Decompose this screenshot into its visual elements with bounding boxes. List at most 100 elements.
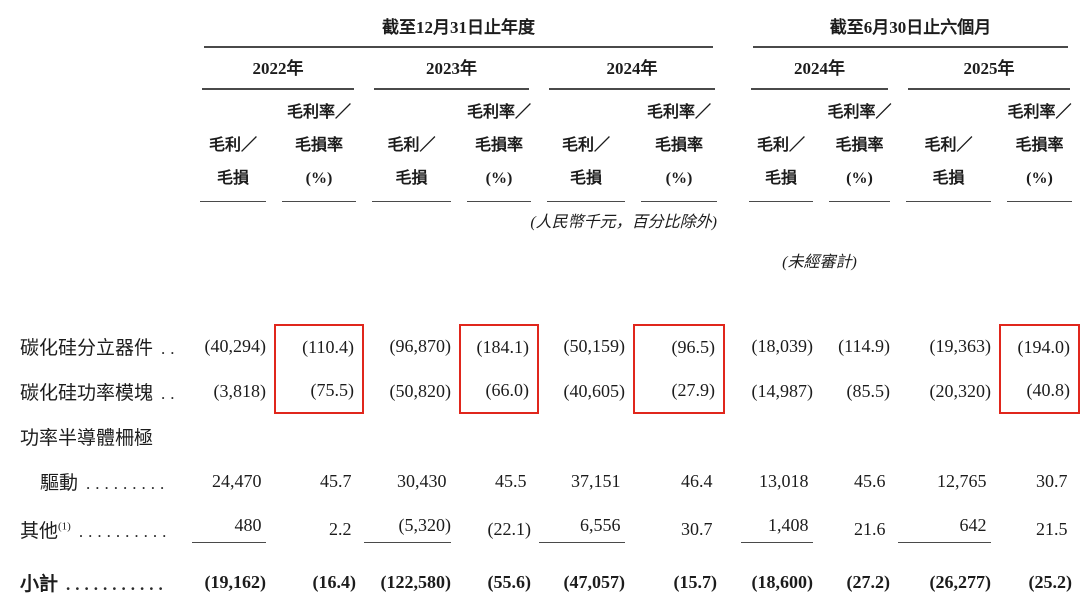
- value-cell: (14,987): [751, 381, 814, 401]
- group-gap: [725, 0, 741, 48]
- value-cell: (18,600): [751, 571, 814, 592]
- percent-cell: 46.4: [681, 471, 717, 491]
- units-note-row: (人民幣千元，百分比除外): [0, 202, 1080, 238]
- percent-cell: (15.7): [673, 571, 718, 592]
- highlighted-percent-cell: (110.4): [274, 324, 364, 369]
- column-underline: [547, 201, 625, 202]
- value-cell: (20,320): [929, 381, 992, 401]
- percent-cell: (25.2): [1028, 571, 1073, 592]
- col-header-percent: 毛利率／ 毛損率 (%): [821, 90, 898, 202]
- percent-cell: (114.9): [838, 336, 890, 356]
- percent-cell: (22.1): [487, 518, 532, 539]
- units-note: (人民幣千元，百分比除外): [530, 214, 717, 231]
- year-2024-interim: 2024年: [741, 48, 898, 90]
- column-underline: [282, 201, 356, 202]
- col-header-value: 毛利／ 毛損: [364, 90, 459, 202]
- highlighted-percent-cell: (75.5): [274, 369, 364, 414]
- table-row-sic-power-modules: 碳化硅功率模塊.. (3,818) (75.5) (50,820) (66.0)…: [0, 369, 1080, 414]
- value-cell: 37,151: [571, 471, 625, 491]
- period-group-header-row: 截至12月31日止年度 截至6月30日止六個月: [0, 0, 1080, 48]
- dot-leader: ..: [161, 339, 180, 358]
- column-underline: [467, 201, 531, 202]
- table-row-others: 其他(1).......... 480 2.2 (5,320) (22.1) 6…: [0, 504, 1080, 554]
- value-cell: 6,556: [539, 504, 633, 554]
- column-underline: [1007, 201, 1072, 202]
- percent-cell: 45.7: [320, 471, 356, 491]
- percent-cell: (55.6): [487, 571, 532, 592]
- col-header-percent: 毛利率／ 毛損率 (%): [274, 90, 364, 202]
- unaudited-note-row: (未經審計): [0, 238, 1080, 282]
- col-header-value: 毛利／ 毛損: [192, 90, 274, 202]
- percent-cell: 30.7: [681, 518, 717, 539]
- value-cell: (50,159): [563, 336, 626, 356]
- dot-leader: ..........: [78, 521, 172, 541]
- column-underline: [372, 201, 451, 202]
- value-cell: 1,408: [741, 504, 821, 554]
- unaudited-note: (未經審計): [782, 254, 857, 271]
- row-label: 其他(1)..........: [20, 520, 172, 542]
- percent-cell: 30.7: [1036, 471, 1072, 491]
- value-cell: 642: [898, 504, 999, 554]
- percent-cell: (27.2): [846, 571, 891, 592]
- footnote-ref: (1): [58, 520, 71, 533]
- highlighted-percent-cell: (96.5): [633, 324, 725, 369]
- row-label: 功率半導體柵極: [20, 428, 154, 449]
- year-header-row: 2022年 2023年 2024年 2024年 2025年: [0, 48, 1080, 90]
- col-header-percent: 毛利率／ 毛損率 (%): [999, 90, 1080, 202]
- col-header-value: 毛利／ 毛損: [539, 90, 633, 202]
- value-cell: (26,277): [929, 571, 992, 592]
- highlighted-percent-cell: (194.0): [999, 324, 1080, 369]
- col-header-percent: 毛利率／ 毛損率 (%): [633, 90, 725, 202]
- value-cell: 13,018: [759, 471, 813, 491]
- row-label: 碳化硅功率模塊..: [20, 383, 180, 404]
- percent-cell: 21.5: [1036, 518, 1072, 539]
- percent-cell: (16.4): [312, 571, 357, 592]
- table-row-subtotal: 小計........... (19,162) (16.4) (122,580) …: [0, 554, 1080, 610]
- column-underline: [906, 201, 991, 202]
- value-cell: 480: [192, 504, 274, 554]
- percent-cell: 21.6: [854, 518, 890, 539]
- period-group-annual-title: 截至12月31日止年度: [204, 13, 713, 48]
- value-cell: (47,057): [563, 571, 626, 592]
- dot-leader: .........: [86, 474, 170, 493]
- value-cell: (18,039): [751, 336, 814, 356]
- highlighted-percent-cell: (40.8): [999, 369, 1080, 414]
- column-underline: [200, 201, 266, 202]
- table-row-gate-driver: 驅動......... 24,470 45.7 30,430 45.5 37,1…: [0, 459, 1080, 504]
- value-cell: (5,320): [364, 504, 459, 554]
- year-2025-interim: 2025年: [898, 48, 1080, 90]
- value-cell: 12,765: [937, 471, 991, 491]
- spacer: [0, 282, 1080, 324]
- column-underline: [749, 201, 813, 202]
- value-cell: (122,580): [380, 571, 452, 592]
- value-cell: 30,430: [397, 471, 451, 491]
- value-cell: (3,818): [213, 381, 267, 401]
- column-underline: [641, 201, 717, 202]
- period-group-interim-title: 截至6月30日止六個月: [753, 13, 1068, 48]
- percent-cell: 45.5: [495, 471, 531, 491]
- dot-leader: ...........: [66, 574, 168, 594]
- value-cell: (96,870): [389, 336, 452, 356]
- value-cell: (40,605): [563, 381, 626, 401]
- col-header-percent: 毛利率／ 毛損率 (%): [459, 90, 539, 202]
- row-label: 驅動.........: [40, 473, 170, 494]
- period-group-interim: 截至6月30日止六個月: [741, 0, 1080, 48]
- value-cell: (19,363): [929, 336, 992, 356]
- column-underline: [829, 201, 890, 202]
- value-cell: (19,162): [204, 571, 267, 592]
- value-cell: 24,470: [212, 471, 266, 491]
- highlighted-percent-cell: (66.0): [459, 369, 539, 414]
- year-2023: 2023年: [364, 48, 539, 90]
- highlighted-percent-cell: (184.1): [459, 324, 539, 369]
- col-header-value: 毛利／ 毛損: [898, 90, 999, 202]
- value-cell: (40,294): [204, 336, 267, 356]
- year-2022: 2022年: [192, 48, 364, 90]
- percent-cell: 2.2: [329, 518, 356, 539]
- dot-leader: ..: [161, 384, 180, 403]
- year-2024: 2024年: [539, 48, 725, 90]
- percent-cell: 45.6: [854, 471, 890, 491]
- period-group-annual: 截至12月31日止年度: [192, 0, 725, 48]
- value-cell: (50,820): [389, 381, 452, 401]
